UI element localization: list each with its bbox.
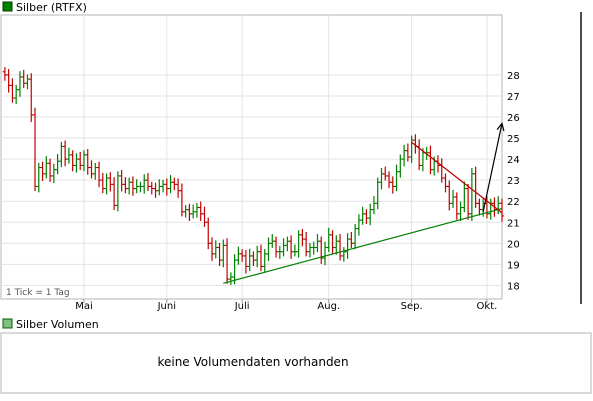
- trendline-support: [223, 207, 503, 284]
- y-tick-label: 20: [507, 239, 520, 250]
- volume-title: Silber Volumen: [16, 318, 99, 331]
- projection-arrowhead: [496, 121, 505, 132]
- y-tick-label: 23: [507, 176, 520, 187]
- x-tick-label: Mai: [75, 301, 93, 312]
- ohlc-bar: [499, 198, 505, 222]
- trendlines: [223, 121, 505, 284]
- price-bars: [2, 67, 505, 285]
- y-tick-label: 25: [507, 134, 520, 145]
- x-tick-label: Aug.: [317, 301, 340, 312]
- legend-swatch-price: [2, 1, 13, 12]
- y-axis: 18 19 20 21 22 23 24 25 26 27 28: [507, 71, 520, 292]
- x-tick-label: Okt.: [477, 301, 498, 312]
- trendline-projection: [482, 123, 503, 212]
- y-tick-label: 22: [507, 197, 520, 208]
- x-tick-label: Juli: [234, 301, 250, 312]
- x-tick-label: Juni: [157, 301, 176, 312]
- x-tick-label: Sep.: [401, 301, 423, 312]
- y-tick-label: 19: [507, 260, 520, 271]
- y-tick-label: 18: [507, 281, 520, 292]
- y-tick-label: 28: [507, 71, 520, 82]
- y-tick-label: 26: [507, 113, 520, 124]
- y-tick-label: 24: [507, 155, 520, 166]
- legend-swatch-volume: [2, 318, 13, 329]
- tick-note: 1 Tick = 1 Tag: [6, 288, 70, 298]
- volume-panel: [0, 332, 592, 394]
- trendline-resistance: [411, 141, 503, 214]
- y-tick-label: 21: [507, 218, 520, 229]
- volume-message: keine Volumendaten vorhanden: [157, 355, 348, 369]
- chart-title: Silber (RTFX): [16, 1, 87, 14]
- price-grid: [1, 15, 502, 299]
- y-tick-label: 27: [507, 92, 520, 103]
- x-axis: Mai Juni Juli Aug. Sep. Okt.: [75, 299, 497, 312]
